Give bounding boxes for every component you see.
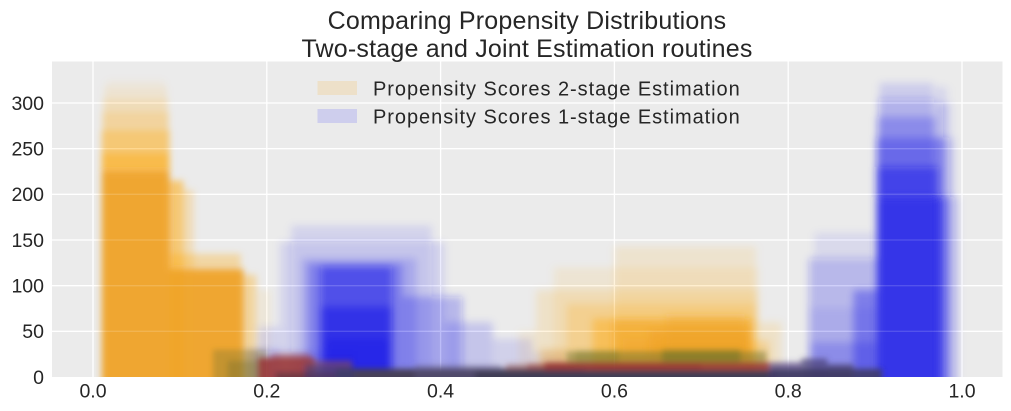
- svg-text:150: 150: [11, 230, 44, 252]
- svg-text:0.6: 0.6: [601, 381, 628, 403]
- svg-text:0.8: 0.8: [775, 381, 802, 403]
- svg-text:Propensity Scores 1-stage Esti: Propensity Scores 1-stage Estimation: [373, 107, 741, 129]
- svg-text:300: 300: [11, 93, 44, 115]
- svg-text:0.4: 0.4: [427, 381, 454, 403]
- svg-text:100: 100: [11, 276, 44, 298]
- svg-text:Two-stage and Joint Estimation: Two-stage and Joint Estimation routines: [301, 35, 752, 63]
- svg-text:Propensity Scores 2-stage Esti: Propensity Scores 2-stage Estimation: [373, 79, 741, 101]
- svg-text:250: 250: [11, 139, 44, 161]
- svg-text:Comparing Propensity Distribut: Comparing Propensity Distributions: [328, 7, 727, 35]
- svg-text:0.2: 0.2: [253, 381, 280, 403]
- svg-text:50: 50: [22, 321, 44, 343]
- svg-text:0.0: 0.0: [79, 381, 106, 403]
- svg-text:0: 0: [33, 367, 44, 389]
- svg-text:1.0: 1.0: [948, 381, 975, 403]
- svg-text:200: 200: [11, 184, 44, 206]
